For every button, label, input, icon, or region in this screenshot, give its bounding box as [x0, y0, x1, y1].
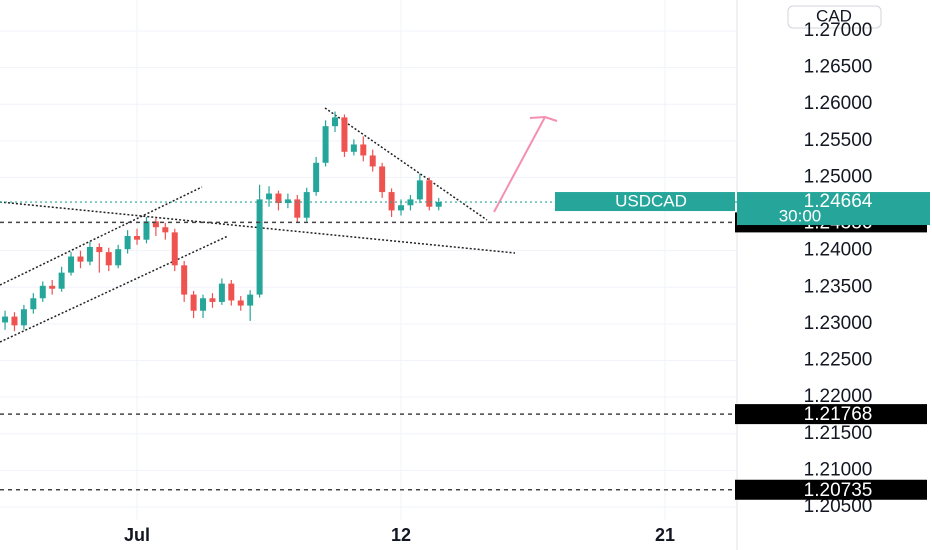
candle-body — [39, 285, 46, 299]
candle-body — [68, 256, 75, 273]
candle-body — [237, 300, 244, 306]
currency-box — [787, 5, 882, 29]
candle-body — [2, 316, 9, 323]
candle-body — [228, 283, 235, 301]
candle-body — [369, 155, 376, 167]
symbol-badge — [555, 192, 735, 212]
candle-body — [143, 221, 150, 240]
candle-body — [96, 247, 103, 253]
level-badge — [735, 404, 927, 425]
candle-body — [332, 117, 339, 127]
y-tick-label: 1.22000 — [804, 386, 873, 407]
trend-line — [324, 107, 488, 221]
y-tick-label: 1.20500 — [804, 496, 873, 517]
candle-body — [181, 265, 188, 295]
candle-body — [256, 199, 263, 295]
symbol-label: USDCAD — [615, 192, 687, 211]
candle-body — [322, 126, 329, 163]
candle-body — [209, 298, 216, 302]
candle-body — [313, 162, 320, 193]
candle-body — [86, 247, 93, 262]
candle-body — [152, 221, 159, 228]
candle-body — [200, 298, 207, 311]
y-tick-label: 1.25000 — [804, 166, 873, 187]
candle-body — [105, 252, 112, 266]
y-tick-label: 1.24000 — [804, 240, 873, 261]
candle-body — [426, 180, 433, 207]
candle-body — [398, 205, 405, 211]
candle-body — [275, 193, 282, 204]
candle-body — [379, 166, 386, 193]
x-tick-label: 12 — [391, 525, 411, 545]
y-tick-label: 1.23500 — [804, 276, 873, 297]
candle-body — [134, 236, 141, 240]
candle-body — [190, 294, 197, 311]
arrow — [493, 116, 546, 213]
candle-body — [218, 283, 225, 302]
candle-body — [435, 202, 442, 207]
candle-body — [124, 236, 131, 250]
candle-body — [20, 309, 27, 326]
candle-body — [284, 199, 291, 204]
candle-body — [360, 144, 367, 156]
candle-body — [388, 192, 395, 211]
y-tick-label: 1.27000 — [804, 20, 873, 41]
candle-body — [77, 256, 84, 262]
trend-line — [0, 235, 229, 343]
y-tick-label: 1.22500 — [804, 350, 873, 371]
candle-body — [266, 193, 273, 200]
level-badge — [735, 479, 927, 500]
candle-body — [58, 272, 65, 289]
candle-body — [341, 117, 348, 152]
last-price-label: 1.24664 — [804, 191, 873, 212]
y-tick-label: 1.21000 — [804, 459, 873, 480]
last-price-badge — [737, 192, 930, 226]
countdown: 30:00 — [779, 207, 822, 226]
drawings — [0, 107, 558, 343]
y-tick-label: 1.26500 — [804, 57, 873, 78]
y-tick-label: 1.21500 — [804, 423, 873, 444]
candle-body — [11, 316, 18, 326]
arrow-head — [529, 115, 558, 122]
candle-body — [247, 294, 254, 306]
level-label: 1.20735 — [804, 480, 873, 501]
y-tick-label: 1.26000 — [804, 93, 873, 114]
candle-body — [294, 199, 301, 218]
y-tick-label: 1.25500 — [804, 130, 873, 151]
candle-body — [416, 180, 423, 200]
grid — [0, 0, 737, 520]
x-tick-label: 21 — [655, 525, 675, 545]
candle-body — [162, 227, 169, 233]
trend-line — [0, 186, 203, 286]
candle-body — [49, 285, 56, 289]
x-tick-label: Jul — [124, 525, 150, 545]
candle-body — [30, 298, 37, 310]
candle-body — [171, 232, 178, 266]
currency-label: CAD — [816, 6, 852, 25]
candle-body — [115, 249, 122, 266]
level-label: 1.21768 — [804, 404, 873, 425]
candle-body — [350, 144, 357, 152]
candle-body — [303, 192, 310, 218]
y-tick-label: 1.23000 — [804, 313, 873, 334]
